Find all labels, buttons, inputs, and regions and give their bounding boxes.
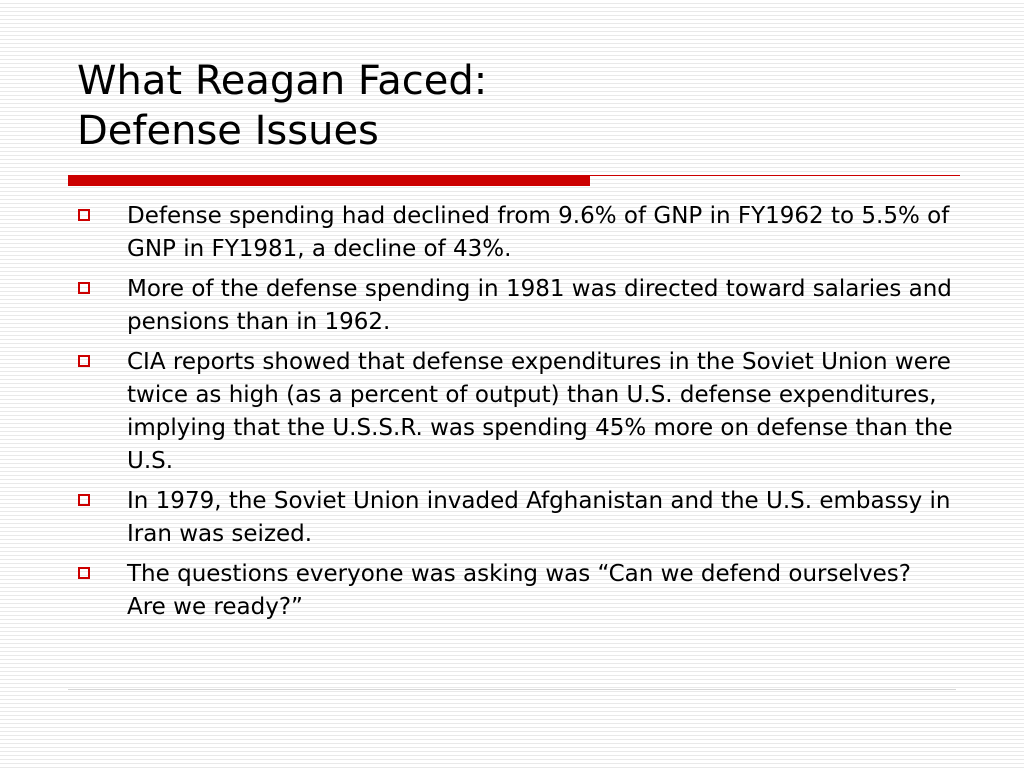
list-item: CIA reports showed that defense expendit…: [76, 346, 956, 478]
hollow-square-icon: [78, 282, 90, 294]
slide-title: What Reagan Faced: Defense Issues: [77, 56, 487, 156]
list-item: The questions everyone was asking was “C…: [76, 558, 956, 624]
bullet-text: The questions everyone was asking was “C…: [127, 561, 911, 620]
bullet-text: CIA reports showed that defense expendit…: [127, 349, 953, 474]
hollow-square-icon: [78, 494, 90, 506]
footer-divider: [68, 689, 956, 690]
title-line-2: Defense Issues: [77, 108, 379, 154]
hollow-square-icon: [78, 567, 90, 579]
bullet-text: More of the defense spending in 1981 was…: [127, 276, 952, 335]
bullet-text: Defense spending had declined from 9.6% …: [127, 203, 950, 262]
title-accent-line: [590, 175, 960, 176]
title-line-1: What Reagan Faced:: [77, 58, 488, 104]
hollow-square-icon: [78, 355, 90, 367]
bullet-text: In 1979, the Soviet Union invaded Afghan…: [127, 488, 951, 547]
list-item: Defense spending had declined from 9.6% …: [76, 200, 956, 266]
list-item: In 1979, the Soviet Union invaded Afghan…: [76, 485, 956, 551]
title-accent-bar: [68, 175, 590, 186]
list-item: More of the defense spending in 1981 was…: [76, 273, 956, 339]
bullet-list: Defense spending had declined from 9.6% …: [76, 200, 956, 631]
hollow-square-icon: [78, 209, 90, 221]
